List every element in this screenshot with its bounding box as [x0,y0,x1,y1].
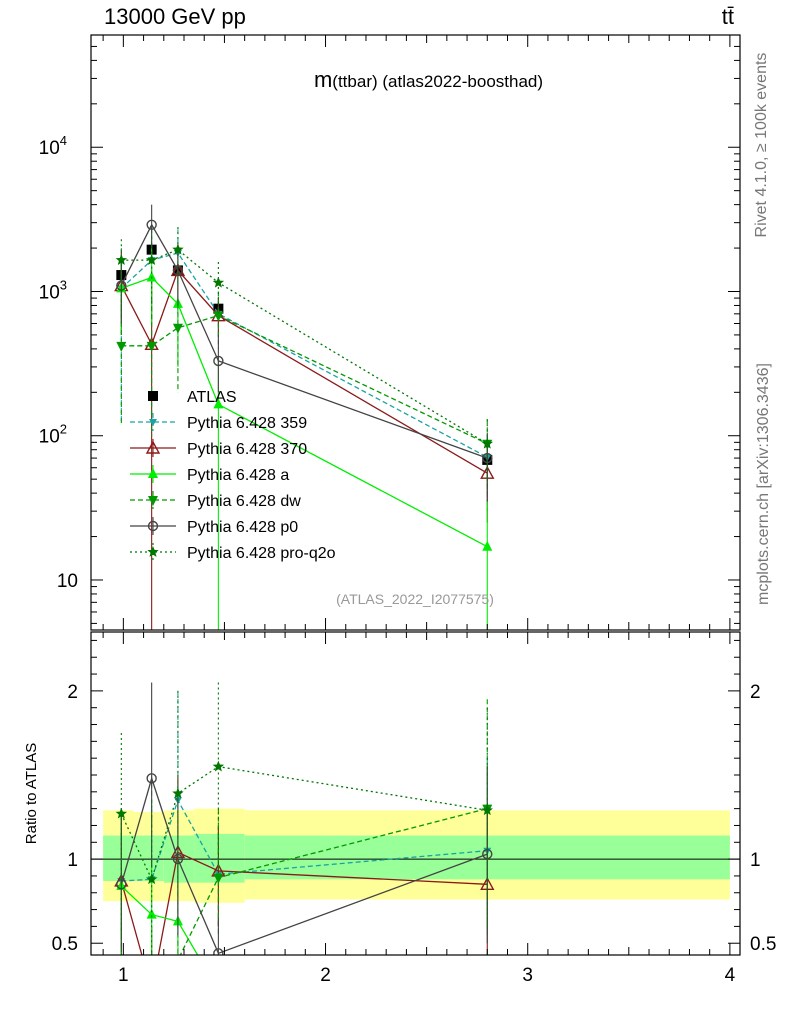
legend-label: Pythia 6.428 359 [187,415,307,432]
series-line [121,314,488,445]
series-pythia-6-428-p0 [116,204,493,502]
series-line [121,276,488,548]
ratio-point [213,948,224,955]
ratio-y-tick-label-right: 0.5 [750,934,776,955]
data-point [172,323,183,334]
data-point [146,341,157,352]
ratio-point [173,956,183,966]
data-point [146,219,157,230]
legend-marker [147,546,159,557]
legend-label: Pythia 6.428 p0 [187,519,298,536]
ratio-y-tick-label-left: 2 [67,682,78,703]
ratio-line [120,765,488,882]
plot-title: m(ttbar) (atlas2022-boosthad) [314,67,543,92]
y-tick-label: 103 [39,277,67,303]
legend-label: Pythia 6.428 370 [187,441,307,458]
ratio-point [481,804,493,816]
data-point [212,276,225,288]
main-series-group [114,204,495,630]
legend-entry: ATLAS [148,389,237,406]
x-tick-label: 1 [118,965,129,986]
legend-entry: Pythia 6.428 pro-q2o [130,543,336,562]
header-energy-label: 13000 GeV pp [104,4,246,29]
rivet-version-label: Rivet 4.1.0, ≥ 100k events [753,52,770,238]
legend-marker [147,520,159,532]
plot-title-m: m [314,67,332,92]
mcplots-source-label: mcplots.cern.ch [arXiv:1306.3436] [755,363,772,605]
data-point [482,540,493,551]
ratio-panel: 1 2 3 4 0.5 0.5 1 1 2 2 Ratio to ATLAS [23,631,776,998]
y-tick-label: 10 [57,571,78,592]
data-point [481,437,493,449]
ratio-point [213,873,224,884]
main-panel: 10 102 103 104 m(ttbar) (atlas2022-boosthad)… [39,34,741,631]
ratio-point [146,773,157,784]
data-point [213,311,224,322]
x-tick-label: 2 [320,965,331,986]
ratio-point [146,908,157,919]
legend-marker [148,468,158,478]
ratio-y-tick-label-left: 0.5 [52,934,78,955]
y-tick-exponent: 4 [60,133,67,148]
y-tick-label: 102 [39,422,67,448]
uncertainty-bands [103,808,730,903]
data-point [146,271,157,282]
legend-label: Pythia 6.428 dw [187,493,301,510]
legend-label: Pythia 6.428 pro-q2o [187,545,336,562]
ratio-point [172,787,184,799]
data-point [482,452,493,464]
y-tick-exponent: 2 [60,422,67,437]
ratio-point [212,760,225,772]
data-point [213,355,224,367]
legend-marker [149,419,157,426]
data-point [172,265,184,276]
data-point [116,341,127,352]
data-point [115,254,128,265]
x-tick-label: 3 [522,965,533,986]
legend-marker [145,440,161,454]
ratio-point [115,807,128,819]
ratio-y-tick-label-left: 1 [67,850,78,871]
ratio-line [120,885,199,955]
ratio-y-axis-label: Ratio to ATLAS [23,743,40,844]
legend-marker [148,496,158,506]
ratio-point [146,984,158,995]
series-pythia-6-428-370 [114,242,495,630]
series-pythia-6-428-pro-q2o [115,226,493,486]
series-pythia-6-428-a [116,248,493,630]
legend-entry: Pythia 6.428 370 [130,439,307,458]
ratio-frame [90,631,741,956]
legend-entry: Pythia 6.428 a [130,465,289,484]
ratio-point [147,988,157,998]
legend: ATLAS Pythia 6.428 359 Pythia 6.428 370 Pyt… [130,389,336,562]
ratio-point [213,984,223,994]
y-tick-exponent: 3 [60,277,67,292]
series-line [121,248,488,445]
ratio-series-group [114,682,495,998]
analysis-watermark: (ATLAS_2022_I2077575) [336,591,494,607]
legend-label: ATLAS [187,389,237,406]
data-point [145,254,158,265]
ratio-y-tick-label-right: 2 [750,682,761,703]
legend-entry: Pythia 6.428 dw [130,491,301,510]
plot-title-rest: (ttbar) (atlas2022-boosthad) [332,72,543,91]
y-tick-label: 104 [39,133,67,159]
header-process-label: tt̄ [721,4,734,29]
legend-entry: Pythia 6.428 359 [130,413,307,432]
series-pythia-6-428-dw [116,280,493,494]
legend-entry: Pythia 6.428 p0 [130,517,298,536]
ratio-point [145,873,158,885]
main-frame [90,34,741,631]
ratio-series-pythia-6-428-pro-q2o [115,682,493,955]
legend-marker [148,391,158,401]
ratio-y-tick-label-right: 1 [750,850,761,871]
ratio-point [482,979,492,989]
data-point [213,398,224,409]
x-tick-label: 4 [725,965,736,986]
data-point [172,243,184,255]
legend-label: Pythia 6.428 a [187,467,289,484]
ratio-point [172,853,184,865]
